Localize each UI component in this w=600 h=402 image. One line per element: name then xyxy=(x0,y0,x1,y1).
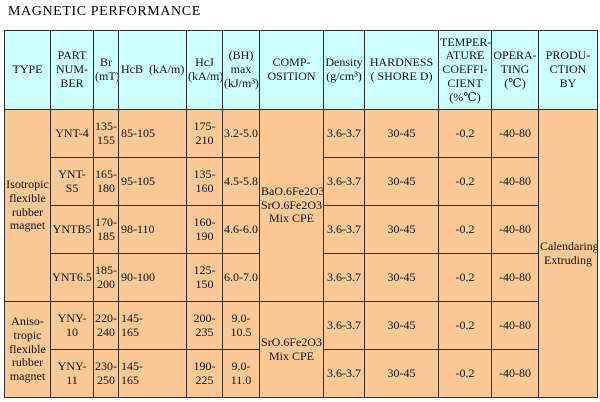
cell-operating: -40-80 xyxy=(491,109,539,158)
cell-hcb: 95-105 xyxy=(118,157,187,206)
page-title: MAGNETIC PERFORMANCE xyxy=(8,4,201,19)
cell-hcb: 98-110 xyxy=(118,205,187,254)
cell-hcb: 90-100 xyxy=(118,253,187,302)
cell-temperature-coefficient: -0.2 xyxy=(438,349,492,398)
cell-hcj: 160- 190 xyxy=(186,205,223,254)
cell-hcj: 175- 210 xyxy=(186,109,223,158)
cell-type-anisotropic: Aniso- tropic flexible rubber magnet xyxy=(4,301,51,398)
cell-bh-max: 3.2-5.0 xyxy=(222,109,260,158)
cell-br: 135- 155 xyxy=(93,109,119,158)
cell-part-number: YNT- S5 xyxy=(50,157,94,206)
table-row: Isotropic flexible rubber magnet YNT-4 1… xyxy=(4,109,598,398)
cell-hcj: 125- 150 xyxy=(186,253,223,302)
cell-type-isotropic: Isotropic flexible rubber magnet xyxy=(4,109,51,302)
col-header-hcb: HcB (kA/m) xyxy=(118,30,187,110)
table-header: TYPE PART NUM- BER Br (mT) HcB (kA/m) Hc… xyxy=(4,30,598,110)
col-header-production-by: PRODU- CTION BY xyxy=(538,30,598,110)
table-row: YNTB5 170- 185 98-110 160- 190 4.6-6.0 3… xyxy=(5,205,598,254)
cell-temperature-coefficient: -0.2 xyxy=(438,301,492,350)
cell-density: 3.6-3.7 xyxy=(323,253,365,302)
cell-part-number: YNT6.5 xyxy=(50,253,94,302)
cell-density: 3.6-3.7 xyxy=(323,157,365,206)
table-row: YNY- 11 230- 250 145- 165 190- 225 9.0- … xyxy=(5,349,598,398)
col-header-br: Br (mT) xyxy=(93,30,119,110)
cell-hcj: 190- 225 xyxy=(186,349,223,398)
cell-hardness: 30-45 xyxy=(364,157,439,206)
cell-hcb: 85-105 xyxy=(118,109,187,158)
cell-hcb: 145- 165 xyxy=(118,349,187,398)
header-row: TYPE PART NUM- BER Br (mT) HcB (kA/m) Hc… xyxy=(4,30,598,110)
cell-density: 3.6-3.7 xyxy=(323,301,365,350)
cell-br: 230- 250 xyxy=(93,349,119,398)
cell-operating: -40-80 xyxy=(491,157,539,206)
col-header-temperature-coefficient: TEMPER- ATURE COEFFI- CIENT (%℃) xyxy=(438,30,492,110)
cell-bh-max: 4.6-6.0 xyxy=(222,205,260,254)
cell-operating: -40-80 xyxy=(491,253,539,302)
table-row: Aniso- tropic flexible rubber magnet YNY… xyxy=(4,301,598,398)
col-header-part-number: PART NUM- BER xyxy=(50,30,94,110)
cell-operating: -40-80 xyxy=(491,349,539,398)
cell-hcj: 200- 235 xyxy=(186,301,223,350)
col-header-hcj: HcJ (kA/m) xyxy=(186,30,223,110)
cell-bh-max: 6.0-7.0 xyxy=(222,253,260,302)
col-header-hardness: HARDNESS ( SHORE D) xyxy=(364,30,439,110)
col-header-operating: OPERA- TING (℃) xyxy=(491,30,539,110)
magnetic-performance-table: TYPE PART NUM- BER Br (mT) HcB (kA/m) Hc… xyxy=(4,30,598,398)
cell-part-number: YNY- 10 xyxy=(50,301,94,350)
cell-part-number: YNTB5 xyxy=(50,205,94,254)
cell-temperature-coefficient: -0.2 xyxy=(438,157,492,206)
cell-temperature-coefficient: -0.2 xyxy=(438,205,492,254)
cell-part-number: YNT-4 xyxy=(50,109,94,158)
cell-bh-max: 9.0- 10.5 xyxy=(222,301,260,350)
cell-bh-max: 9.0- 11.0 xyxy=(222,349,260,398)
cell-br: 185- 200 xyxy=(93,253,119,302)
col-header-density: Density (g/cm³) xyxy=(323,30,365,110)
cell-bh-max: 4.5-5.8 xyxy=(222,157,260,206)
cell-temperature-coefficient: -0.2 xyxy=(438,109,492,158)
cell-density: 3.6-3.7 xyxy=(323,205,365,254)
cell-density: 3.6-3.7 xyxy=(323,349,365,398)
cell-br: 220- 240 xyxy=(93,301,119,350)
cell-temperature-coefficient: -0.2 xyxy=(438,253,492,302)
cell-operating: -40-80 xyxy=(491,301,539,350)
cell-hcj: 135- 160 xyxy=(186,157,223,206)
table-row: YNT- S5 165- 180 95-105 135- 160 4.5-5.8… xyxy=(5,157,598,206)
cell-composition-isotropic: BaO.6Fe2O3 SrO.6Fe2O3 Mix CPE xyxy=(259,109,324,302)
cell-hardness: 30-45 xyxy=(364,301,439,350)
table-body: Isotropic flexible rubber magnet YNT-4 1… xyxy=(4,109,598,398)
cell-production-by: Calendaring Extruding xyxy=(538,109,598,398)
col-header-bh-max: (BH) max (kJ/m³) xyxy=(222,30,260,110)
cell-composition-anisotropic: SrO.6Fe2O3 Mix CPE xyxy=(259,301,324,398)
col-header-composition: COMP- OSITION xyxy=(259,30,324,110)
table-row: YNT6.5 185- 200 90-100 125- 150 6.0-7.0 … xyxy=(5,253,598,302)
cell-density: 3.6-3.7 xyxy=(323,109,365,158)
col-header-type: TYPE xyxy=(4,30,51,110)
cell-part-number: YNY- 11 xyxy=(50,349,94,398)
cell-br: 170- 185 xyxy=(93,205,119,254)
cell-hcb: 145- 165 xyxy=(118,301,187,350)
cell-hardness: 30-45 xyxy=(364,349,439,398)
cell-hardness: 30-45 xyxy=(364,205,439,254)
cell-operating: -40-80 xyxy=(491,205,539,254)
cell-br: 165- 180 xyxy=(93,157,119,206)
cell-hardness: 30-45 xyxy=(364,109,439,158)
cell-hardness: 30-45 xyxy=(364,253,439,302)
